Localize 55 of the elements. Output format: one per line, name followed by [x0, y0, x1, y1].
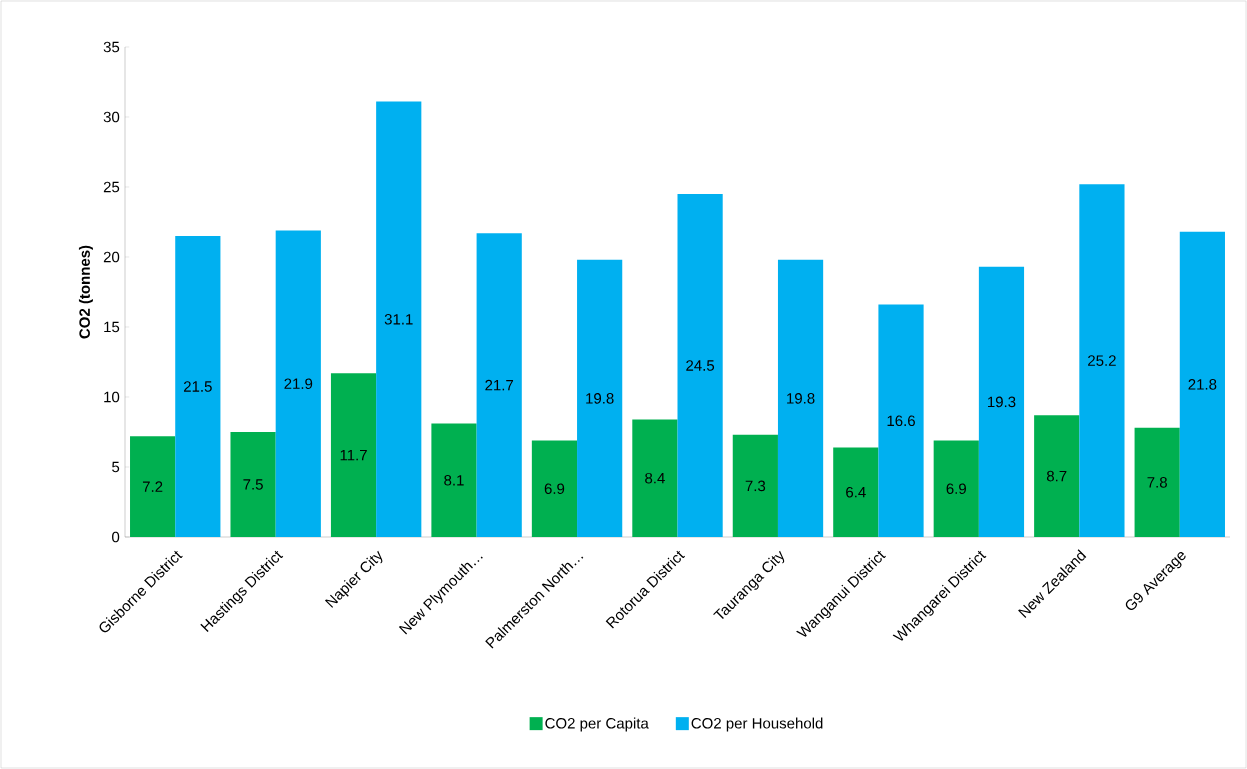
- data-label: 8.4: [645, 472, 665, 484]
- bar: [833, 447, 879, 537]
- bar: [1034, 415, 1080, 537]
- data-label: 19.8: [586, 393, 614, 404]
- y-tick-label: 25: [103, 181, 120, 193]
- data-label: 21.8: [1188, 379, 1217, 390]
- data-label: 7.3: [745, 480, 766, 492]
- data-label: 7.5: [243, 479, 263, 490]
- y-tick-label: 15: [104, 321, 120, 333]
- data-label: 21.5: [183, 381, 212, 392]
- bar: [933, 440, 979, 537]
- y-tick-label: 30: [103, 111, 120, 123]
- data-label: 11.7: [340, 449, 367, 461]
- bar: [777, 259, 824, 537]
- legend-label: CO2 per Household: [691, 717, 823, 732]
- data-label: 25.2: [1088, 355, 1116, 366]
- y-tick-label: 0: [112, 531, 120, 543]
- data-label: 7.2: [142, 481, 163, 492]
- bar: [732, 434, 778, 537]
- y-tick-label: 10: [104, 391, 120, 403]
- data-label: 19.3: [988, 396, 1016, 408]
- data-label: 8.7: [1046, 470, 1067, 482]
- data-label: 21.7: [485, 379, 514, 391]
- bar: [577, 259, 623, 537]
- y-tick-label: 5: [112, 461, 120, 473]
- data-label: 19.8: [787, 393, 815, 404]
- bar: [1134, 427, 1180, 537]
- data-label: 6.9: [544, 483, 565, 494]
- bar: [330, 373, 377, 537]
- bar: [431, 423, 477, 537]
- bar: [632, 419, 678, 537]
- bar: [531, 440, 578, 537]
- data-label: 24.5: [686, 360, 715, 371]
- bar: [476, 233, 522, 537]
- bar: [1179, 231, 1225, 537]
- legend-label: CO2 per Capita: [545, 717, 649, 732]
- data-label: 7.8: [1147, 477, 1167, 488]
- y-axis-title: CO2 (tonnes): [78, 245, 93, 339]
- bar: [130, 436, 176, 537]
- bar: [275, 230, 321, 537]
- data-label: 6.4: [846, 486, 866, 498]
- bar: [230, 432, 276, 537]
- y-tick-label: 20: [103, 251, 120, 263]
- bar: [376, 101, 422, 537]
- data-label: 31.1: [384, 313, 413, 325]
- data-label: 16.6: [887, 415, 915, 427]
- data-label: 21.9: [284, 378, 313, 389]
- bar: [978, 266, 1025, 537]
- bar: [175, 236, 221, 537]
- data-label: 6.9: [946, 483, 966, 494]
- y-tick-label: 35: [103, 41, 120, 53]
- data-label: 8.1: [444, 474, 464, 486]
- bar: [878, 304, 924, 537]
- bar: [1079, 184, 1125, 537]
- bar: [677, 194, 723, 537]
